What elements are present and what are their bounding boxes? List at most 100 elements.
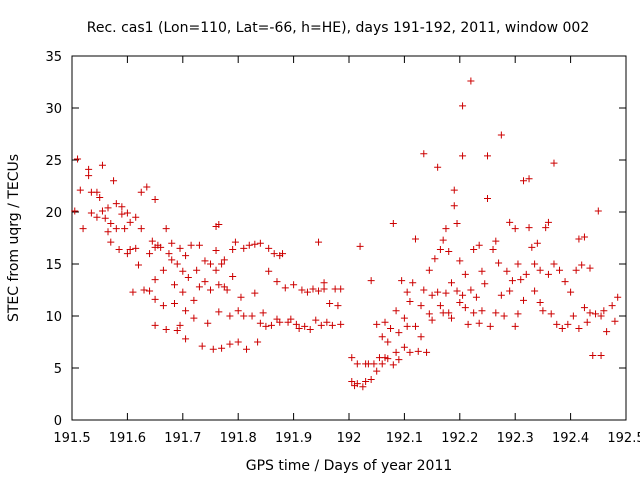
- data-point: [215, 281, 223, 289]
- data-point: [93, 213, 101, 221]
- data-point: [370, 360, 378, 368]
- data-point: [500, 312, 508, 320]
- data-point: [218, 260, 226, 268]
- data-point: [162, 326, 170, 334]
- data-point: [231, 238, 239, 246]
- x-tick: 192.5: [607, 56, 640, 446]
- data-point: [459, 152, 467, 160]
- data-point: [240, 244, 248, 252]
- data-point: [226, 312, 234, 320]
- data-point: [303, 288, 311, 296]
- data-point: [112, 225, 120, 233]
- data-point: [182, 335, 190, 343]
- data-point: [209, 345, 217, 353]
- data-point: [542, 224, 550, 232]
- data-point: [461, 270, 469, 278]
- data-point: [434, 163, 442, 171]
- y-tick-label: 35: [45, 50, 62, 65]
- data-point: [423, 348, 431, 356]
- data-point: [436, 302, 444, 310]
- y-tick: 0: [54, 414, 626, 429]
- data-point: [143, 183, 151, 191]
- y-tick-label: 30: [45, 102, 62, 117]
- data-point: [550, 159, 558, 167]
- data-point: [85, 165, 93, 173]
- data-point: [207, 260, 214, 268]
- data-point: [132, 244, 140, 252]
- data-point: [337, 320, 345, 328]
- data-point: [406, 297, 414, 305]
- data-point: [447, 314, 455, 322]
- data-point: [245, 241, 253, 249]
- data-point: [179, 267, 187, 275]
- data-point: [312, 316, 320, 324]
- data-point: [265, 244, 273, 252]
- data-point: [359, 383, 367, 391]
- data-point: [486, 322, 494, 330]
- data-point: [580, 304, 588, 312]
- data-point: [403, 288, 411, 296]
- data-point: [569, 312, 577, 320]
- data-point: [276, 318, 284, 326]
- data-point: [592, 310, 600, 318]
- data-point: [256, 239, 264, 247]
- data-point: [484, 194, 491, 202]
- data-point: [248, 312, 256, 320]
- data-point: [603, 328, 611, 336]
- data-point: [262, 322, 270, 330]
- x-tick-label: 191.6: [109, 431, 146, 446]
- data-point: [85, 172, 93, 180]
- data-point: [195, 241, 203, 249]
- data-point: [447, 279, 455, 287]
- x-tick: 192.4: [552, 56, 589, 446]
- data-point: [93, 188, 101, 196]
- data-point: [475, 319, 483, 327]
- data-point: [287, 315, 295, 323]
- y-tick: 35: [45, 50, 626, 65]
- data-point: [234, 307, 242, 315]
- data-point: [517, 276, 525, 284]
- data-point: [495, 259, 503, 267]
- data-point: [270, 250, 278, 258]
- data-point: [373, 320, 381, 328]
- data-point: [558, 324, 566, 332]
- data-point: [387, 324, 395, 332]
- data-point: [475, 241, 483, 249]
- data-point: [123, 209, 131, 217]
- data-point: [168, 239, 176, 247]
- data-point: [611, 317, 619, 325]
- data-point: [151, 196, 159, 204]
- data-point: [533, 239, 541, 247]
- data-point: [207, 286, 214, 294]
- x-tick-label: 191.8: [220, 431, 257, 446]
- data-point: [445, 248, 453, 256]
- data-point: [184, 274, 192, 282]
- y-tick: 30: [45, 102, 626, 117]
- data-point: [378, 360, 386, 368]
- x-tick-label: 192.4: [552, 431, 589, 446]
- data-point: [320, 285, 328, 293]
- data-point: [173, 327, 181, 335]
- data-point: [403, 322, 411, 330]
- data-point: [578, 261, 586, 269]
- data-point: [182, 252, 190, 260]
- data-point: [190, 296, 198, 304]
- x-tick-label: 192.5: [607, 431, 640, 446]
- data-point: [123, 250, 131, 258]
- y-tick: 25: [45, 154, 626, 169]
- data-point: [467, 286, 475, 294]
- data-point: [151, 276, 159, 284]
- data-point: [539, 307, 547, 315]
- data-point: [434, 288, 442, 296]
- data-point: [520, 296, 528, 304]
- data-point: [392, 348, 400, 356]
- data-point: [129, 288, 137, 296]
- y-tick-label: 10: [45, 310, 62, 325]
- data-point: [384, 355, 392, 363]
- data-point: [450, 202, 458, 210]
- data-point: [406, 348, 414, 356]
- data-point: [140, 286, 148, 294]
- data-point: [470, 245, 478, 253]
- data-point: [564, 320, 572, 328]
- data-point: [137, 188, 145, 196]
